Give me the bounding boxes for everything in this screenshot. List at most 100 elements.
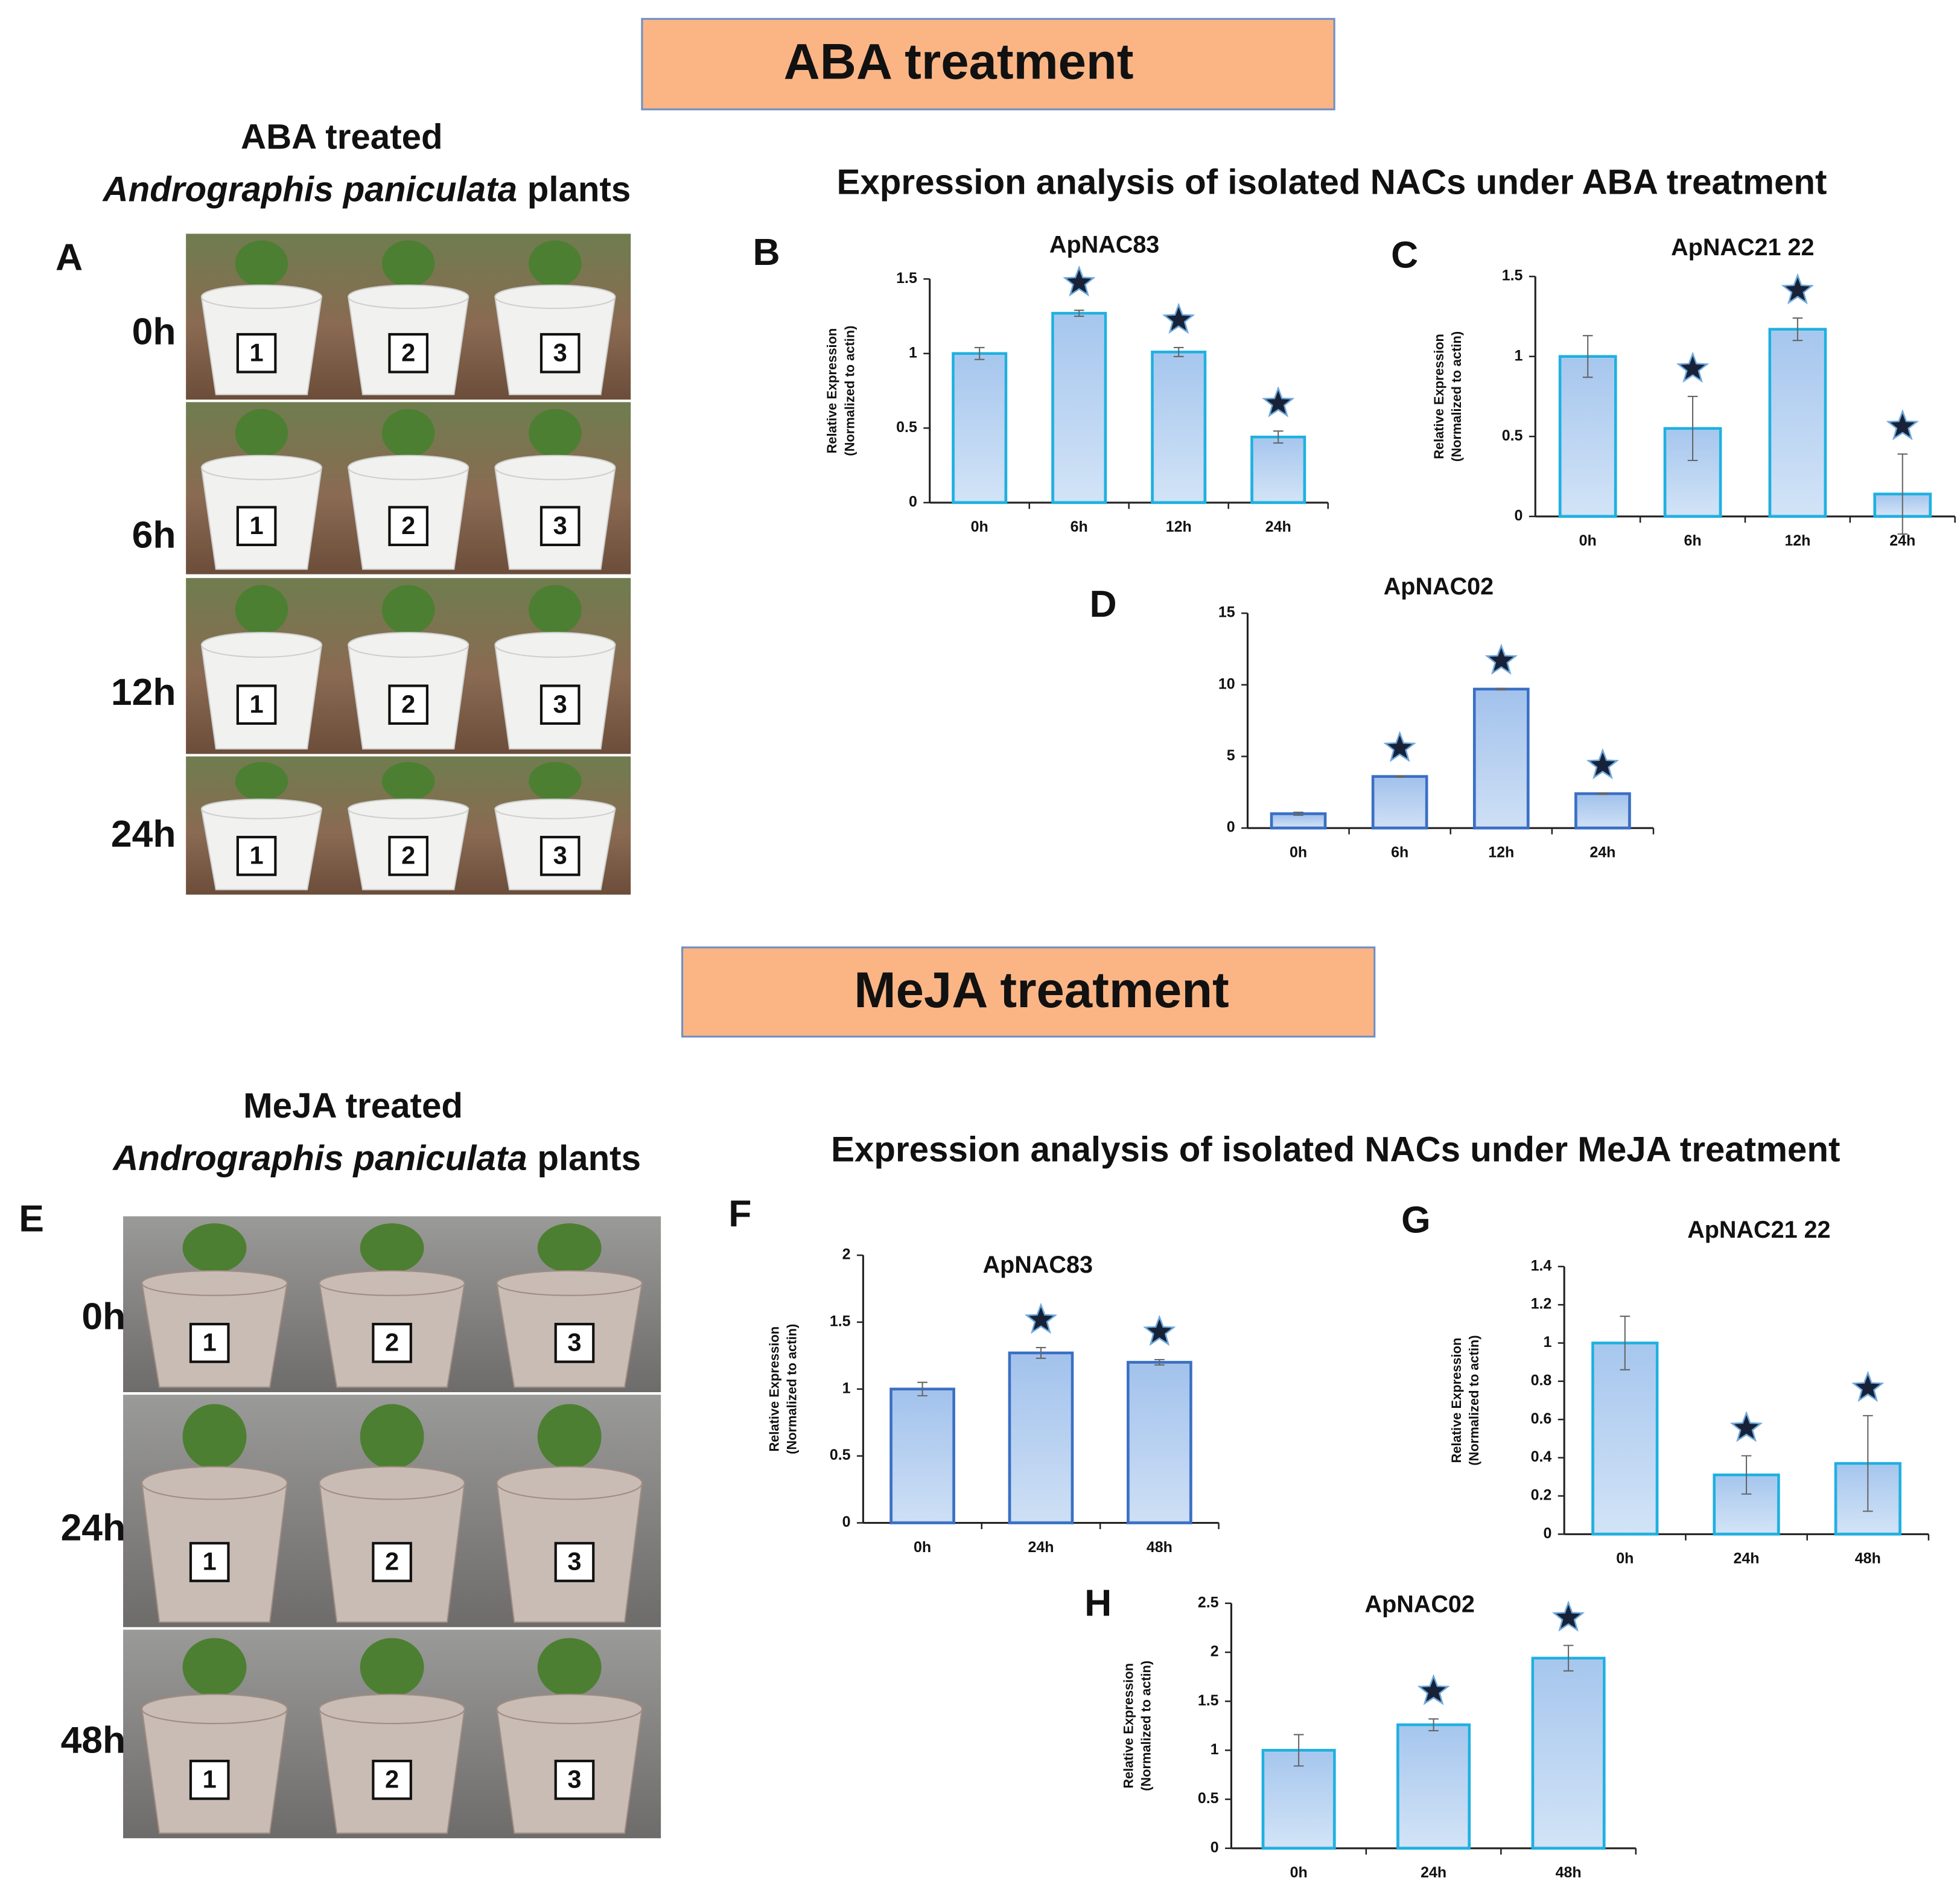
pot-label: 2 [401,511,415,539]
photo-title: Andrographis paniculata plants [102,170,631,209]
pot-rim [319,1693,465,1725]
photo-row-label: 6h [132,514,176,556]
y-tick-label: 1.4 [1531,1257,1552,1274]
pot-rim [200,454,322,480]
pot-rim [494,632,616,658]
x-tick-label: 0h [1616,1550,1634,1567]
photo-row-label: 0h [81,1296,126,1338]
bar-shade [1054,315,1104,501]
pot-label-box [539,836,581,876]
error-bar [1897,453,1908,535]
species: Andrographis paniculata [112,1139,527,1178]
x-tick-label: 12h [1784,532,1810,549]
y-tick-label: 1.5 [830,1313,851,1330]
panel-letter: F [728,1192,751,1235]
pot-rim [496,1466,643,1500]
y-axis-label: (Normalized to actin) [1466,1335,1481,1465]
bar-shade [1577,795,1628,827]
pot-label-box [554,1760,595,1800]
y-axis-label: (Normalized to actin) [784,1324,800,1454]
y-axis-label: (Normalized to actin) [1449,331,1464,462]
error-bar [1395,775,1405,778]
pot-label: 2 [401,690,415,718]
significance-star [1886,409,1920,441]
bar-shade [1562,358,1614,515]
y-tick-label: 0 [909,493,917,510]
pot-rim [319,1270,465,1296]
plant-leaves [182,1223,247,1273]
panel-letter: B [752,231,780,273]
x-tick-label: 48h [1855,1550,1881,1567]
pot-rim [348,632,469,658]
bar-shade [1130,1364,1189,1521]
y-tick-label: 1.5 [1198,1692,1219,1709]
chart-title: ApNAC02 [1384,573,1494,600]
x-tick-label: 24h [1889,532,1915,549]
plant-leaves [182,1638,247,1697]
x-tick-label: 0h [914,1539,931,1556]
y-tick-label: 0.2 [1531,1487,1552,1504]
pot-rim [141,1693,288,1725]
pot-rim [496,1693,643,1725]
plant-leaves [235,409,288,457]
error-bar [1582,335,1593,378]
pot-rim [494,798,616,820]
chart-title: ApNAC21 22 [1687,1217,1830,1243]
plant-leaves [529,240,582,287]
pot-label-box [539,684,581,725]
pot-label: 2 [385,1328,399,1356]
photo-title-suffix: plants [527,170,631,209]
pot-rim [200,284,322,310]
error-bar [1074,310,1084,317]
pot-label: 1 [203,1547,217,1576]
y-tick-label: 5 [1227,747,1235,764]
pot-label-box [372,1542,412,1582]
bar-shade [1273,815,1323,827]
error-bar [1496,687,1507,691]
pot-label: 1 [203,1328,217,1356]
pot-label: 3 [567,1765,581,1793]
plant-leaves [381,240,435,287]
significance-star [1383,731,1416,762]
y-tick-label: 0 [842,1513,851,1530]
plant-leaves [529,762,582,801]
pot-label-box [388,333,428,374]
plant-leaves [235,585,288,635]
pot-label-box [236,333,277,374]
y-tick-label: 0.8 [1531,1372,1552,1389]
chart-title: ApNAC21 22 [1671,234,1814,261]
x-tick-label: 24h [1028,1539,1054,1556]
chart-title: ApNAC83 [983,1252,1093,1278]
plant-leaves [360,1638,424,1697]
y-tick-label: 2.5 [1198,1594,1219,1611]
pot-label: 3 [567,1328,581,1356]
y-axis-label: (Normalized to actin) [1139,1661,1154,1791]
error-bar [1036,1347,1046,1359]
bar-shade [955,355,1004,501]
pot-label: 1 [203,1765,217,1793]
significance-star [1851,1370,1885,1402]
plant-leaves [360,1223,424,1273]
x-tick-label: 6h [1071,518,1088,535]
pot-label-box [554,1323,595,1363]
significance-star [1551,1600,1585,1632]
pot-label-box [236,684,277,725]
panel-letter: H [1084,1582,1112,1624]
error-bar [1597,792,1608,795]
significance-star [1417,1673,1450,1705]
pot-label-box [189,1323,230,1363]
x-tick-label: 0h [1290,844,1307,861]
pot-rim [494,454,616,480]
header-box [641,18,1335,110]
plant-leaves [381,409,435,457]
pot-rim [141,1270,288,1296]
x-tick-label: 0h [1579,532,1597,549]
plant-leaves [537,1638,602,1697]
photo-title: MeJA treated [243,1086,463,1125]
bar-shade [1594,1345,1655,1533]
header-box [681,946,1376,1038]
x-tick-label: 48h [1147,1539,1172,1556]
plant-leaves [360,1404,424,1469]
